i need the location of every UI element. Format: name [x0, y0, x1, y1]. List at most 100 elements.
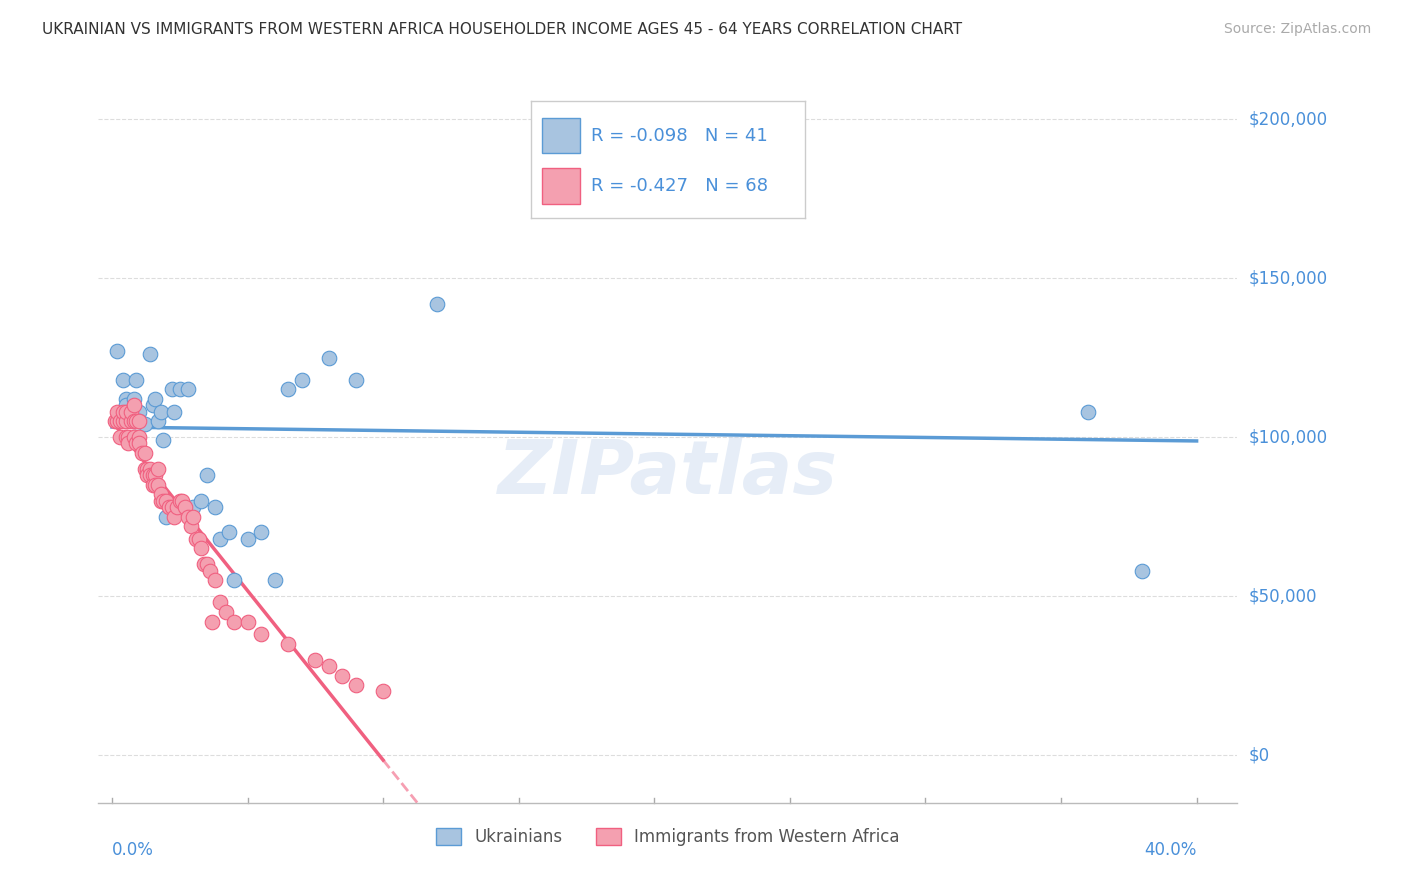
Point	[128, 430, 150, 444]
Point	[114, 430, 136, 444]
Text: Source: ZipAtlas.com: Source: ZipAtlas.com	[1223, 22, 1371, 37]
Point	[1132, 564, 1154, 578]
Point	[125, 436, 148, 450]
Point	[146, 462, 169, 476]
Point	[180, 519, 202, 533]
Point	[149, 487, 172, 501]
Point	[177, 509, 200, 524]
Point	[263, 573, 285, 587]
Text: $0: $0	[1249, 746, 1270, 764]
Point	[107, 404, 129, 418]
Point	[152, 434, 174, 448]
Point	[222, 573, 245, 587]
Point	[193, 558, 215, 572]
Point	[122, 414, 145, 428]
Point	[142, 468, 165, 483]
Point	[160, 500, 183, 514]
Point	[128, 436, 150, 450]
Text: UKRAINIAN VS IMMIGRANTS FROM WESTERN AFRICA HOUSEHOLDER INCOME AGES 45 - 64 YEAR: UKRAINIAN VS IMMIGRANTS FROM WESTERN AFR…	[42, 22, 962, 37]
Point	[209, 595, 232, 609]
Point	[139, 347, 162, 361]
Point	[136, 468, 159, 483]
Point	[111, 414, 134, 428]
Point	[291, 373, 314, 387]
Point	[304, 653, 326, 667]
Point	[128, 404, 150, 418]
Point	[145, 477, 167, 491]
Point	[134, 417, 156, 432]
Point	[250, 627, 273, 641]
Point	[187, 532, 209, 546]
Point	[426, 296, 449, 310]
Text: $200,000: $200,000	[1249, 110, 1327, 128]
Text: $100,000: $100,000	[1249, 428, 1327, 446]
Point	[107, 344, 129, 359]
Point	[166, 500, 188, 514]
Point	[177, 383, 200, 397]
Point	[145, 392, 167, 406]
Point	[204, 573, 226, 587]
Point	[139, 462, 162, 476]
Point	[236, 615, 259, 629]
Point	[142, 477, 165, 491]
Point	[108, 414, 131, 428]
Point	[111, 404, 134, 418]
Point	[344, 678, 367, 692]
Point	[155, 493, 177, 508]
Point	[163, 404, 186, 418]
Point	[277, 383, 299, 397]
Point	[114, 404, 136, 418]
Point	[184, 532, 207, 546]
Point	[134, 446, 156, 460]
Point	[139, 468, 162, 483]
Point	[104, 414, 127, 428]
Point	[107, 414, 129, 428]
Point	[128, 414, 150, 428]
Point	[142, 398, 165, 412]
Point	[128, 414, 150, 428]
Point	[332, 668, 354, 682]
Point	[169, 493, 191, 508]
Point	[183, 509, 205, 524]
Point	[201, 615, 224, 629]
Point	[122, 398, 145, 412]
Point	[122, 414, 145, 428]
Point	[111, 373, 134, 387]
Point	[134, 462, 156, 476]
Point	[120, 404, 142, 418]
Point	[163, 509, 186, 524]
Point	[114, 398, 136, 412]
Point	[195, 468, 218, 483]
Point	[120, 414, 142, 428]
Point	[157, 500, 180, 514]
Point	[155, 509, 177, 524]
Point	[204, 500, 226, 514]
Point	[277, 637, 299, 651]
Point	[190, 541, 212, 556]
Point	[117, 404, 139, 418]
Point	[190, 493, 212, 508]
Point	[1077, 404, 1099, 418]
Point	[183, 500, 205, 514]
Point	[108, 430, 131, 444]
Point	[174, 500, 197, 514]
Point	[149, 493, 172, 508]
Text: 0.0%: 0.0%	[112, 841, 153, 859]
Point	[218, 525, 240, 540]
Point	[146, 414, 169, 428]
Point	[344, 373, 367, 387]
Point	[122, 392, 145, 406]
Point	[149, 404, 172, 418]
Point	[145, 468, 167, 483]
Point	[160, 383, 183, 397]
Text: 40.0%: 40.0%	[1144, 841, 1197, 859]
Text: $150,000: $150,000	[1249, 269, 1327, 287]
Point	[172, 493, 194, 508]
Point	[120, 404, 142, 418]
Point	[198, 564, 221, 578]
Point	[125, 414, 148, 428]
Point	[136, 462, 159, 476]
Point	[209, 532, 232, 546]
Point	[250, 525, 273, 540]
Point	[114, 414, 136, 428]
